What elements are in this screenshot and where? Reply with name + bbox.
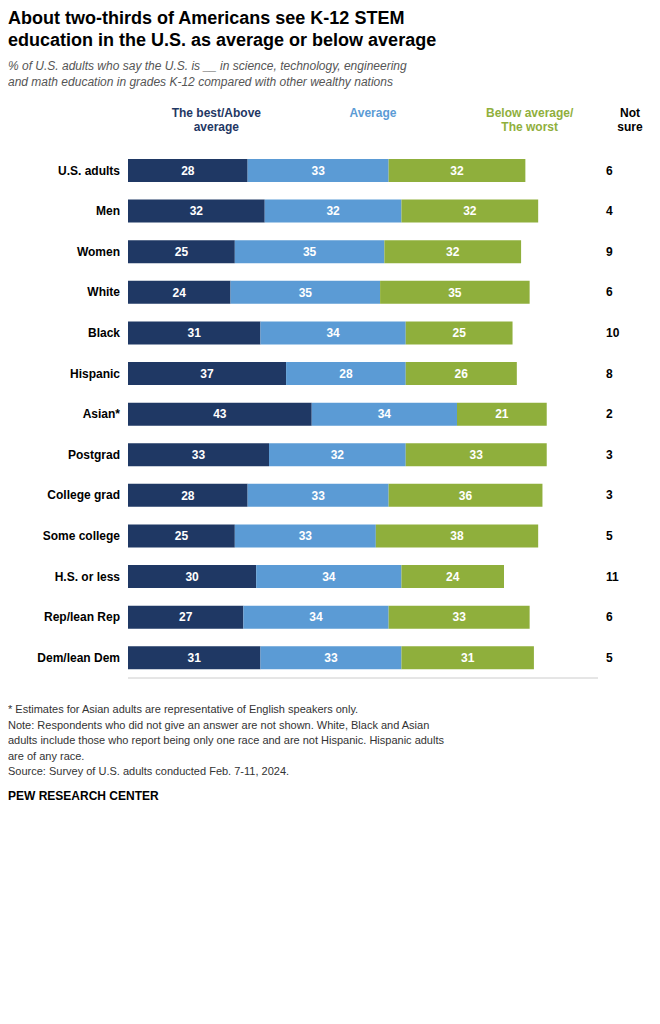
svg-text:Black: Black xyxy=(88,326,120,340)
svg-text:8: 8 xyxy=(606,367,613,381)
html-text:adults include those who repor: adults include those who report being on… xyxy=(8,734,444,747)
svg-text:Asian*: Asian* xyxy=(83,408,121,422)
html-text:* Estimates for Asian adults a: * Estimates for Asian adults are represe… xyxy=(8,703,359,716)
svg-text:24: 24 xyxy=(446,570,460,584)
svg-text:43: 43 xyxy=(213,408,227,422)
svg-text:Some college: Some college xyxy=(43,529,121,543)
html-text:% of U.S. adults who say the U: % of U.S. adults who say the U.S. is __ … xyxy=(8,59,407,89)
html-text:PEW RESEARCH CENTER: PEW RESEARCH CENTER xyxy=(8,789,159,804)
svg-text:Dem/lean Dem: Dem/lean Dem xyxy=(37,651,120,665)
svg-text:3: 3 xyxy=(606,489,613,503)
svg-text:Postgrad: Postgrad xyxy=(68,448,120,462)
svg-text:6: 6 xyxy=(606,164,613,178)
svg-text:Rep/lean Rep: Rep/lean Rep xyxy=(44,611,120,625)
svg-text:25: 25 xyxy=(175,530,189,544)
html-text:Average: Average xyxy=(349,106,397,121)
svg-text:25: 25 xyxy=(175,245,189,259)
svg-text:32: 32 xyxy=(331,448,345,462)
svg-text:37: 37 xyxy=(200,367,214,381)
svg-text:6: 6 xyxy=(606,286,613,300)
svg-text:33: 33 xyxy=(324,651,338,665)
svg-text:24: 24 xyxy=(173,286,187,300)
html-text:Not sure: Not sure xyxy=(617,106,643,135)
svg-text:33: 33 xyxy=(311,489,325,503)
svg-text:Hispanic: Hispanic xyxy=(70,367,120,381)
svg-text:32: 32 xyxy=(463,205,477,219)
svg-text:33: 33 xyxy=(192,448,206,462)
svg-text:36: 36 xyxy=(459,489,473,503)
svg-text:Men: Men xyxy=(96,205,120,219)
svg-text:5: 5 xyxy=(606,529,613,543)
svg-text:2: 2 xyxy=(606,408,613,422)
svg-text:31: 31 xyxy=(188,651,202,665)
svg-text:27: 27 xyxy=(179,611,193,625)
svg-text:6: 6 xyxy=(606,611,613,625)
svg-text:5: 5 xyxy=(606,651,613,665)
svg-text:31: 31 xyxy=(188,327,202,341)
svg-text:35: 35 xyxy=(303,245,317,259)
svg-text:33: 33 xyxy=(470,448,484,462)
svg-text:Women: Women xyxy=(77,245,120,259)
svg-text:33: 33 xyxy=(311,164,325,178)
svg-text:9: 9 xyxy=(606,245,613,259)
svg-text:H.S. or less: H.S. or less xyxy=(55,570,121,584)
svg-text:38: 38 xyxy=(450,530,464,544)
html-text:Source: Survey of U.S. adults: Source: Survey of U.S. adults conducted … xyxy=(8,764,290,777)
svg-text:College grad: College grad xyxy=(47,489,120,503)
svg-text:28: 28 xyxy=(339,367,353,381)
html-text:About two-thirds of Americans: About two-thirds of Americans see K-12 S… xyxy=(8,8,437,50)
svg-text:30: 30 xyxy=(185,570,199,584)
svg-text:10: 10 xyxy=(606,326,620,340)
svg-text:U.S. adults: U.S. adults xyxy=(58,164,120,178)
svg-text:3: 3 xyxy=(606,448,613,462)
svg-text:34: 34 xyxy=(378,408,392,422)
svg-text:28: 28 xyxy=(181,489,195,503)
svg-text:White: White xyxy=(87,286,120,300)
html-text:The best/Above average: The best/Above average xyxy=(171,106,261,135)
svg-text:34: 34 xyxy=(326,327,340,341)
svg-text:32: 32 xyxy=(190,205,204,219)
svg-text:33: 33 xyxy=(452,611,466,625)
svg-text:35: 35 xyxy=(299,286,313,300)
svg-text:32: 32 xyxy=(326,205,340,219)
svg-text:25: 25 xyxy=(452,327,466,341)
svg-text:31: 31 xyxy=(461,651,475,665)
svg-text:35: 35 xyxy=(448,286,462,300)
svg-text:28: 28 xyxy=(181,164,195,178)
svg-text:26: 26 xyxy=(455,367,469,381)
html-text:Note: Respondents who did not: Note: Respondents who did not give an an… xyxy=(8,718,430,731)
svg-text:11: 11 xyxy=(606,570,619,584)
svg-text:32: 32 xyxy=(446,245,460,259)
svg-text:34: 34 xyxy=(309,611,323,625)
svg-text:21: 21 xyxy=(495,408,509,422)
svg-text:32: 32 xyxy=(450,164,464,178)
svg-text:34: 34 xyxy=(322,570,336,584)
svg-text:4: 4 xyxy=(606,205,613,219)
html-text:Below average/ The worst: Below average/ The worst xyxy=(486,106,574,135)
html-text:are of any race.: are of any race. xyxy=(8,749,85,762)
svg-text:33: 33 xyxy=(299,530,313,544)
